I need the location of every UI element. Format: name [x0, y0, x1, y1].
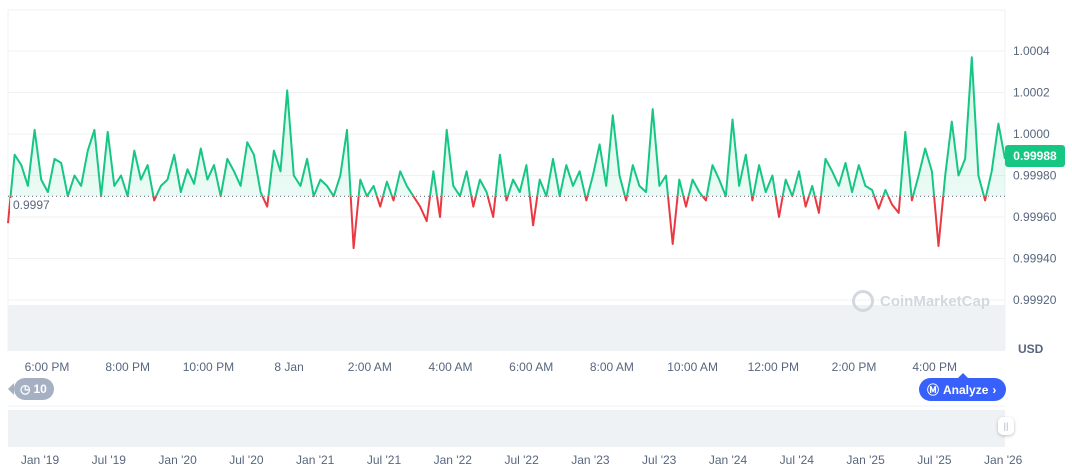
currency-label: USD — [1018, 342, 1044, 356]
x-tick-label: 6:00 AM — [509, 360, 553, 374]
y-tick-label: 1.0004 — [1013, 44, 1050, 58]
navigator-tick-label: Jul '21 — [367, 453, 402, 467]
x-tick-label: 10:00 PM — [183, 360, 234, 374]
navigator-tick-label: Jan '23 — [571, 453, 610, 467]
baseline-label: 0.9997 — [10, 198, 53, 212]
y-tick-label: 0.99940 — [1013, 252, 1057, 266]
navigator-tick-label: Jul '24 — [780, 453, 815, 467]
x-tick-label: 10:00 AM — [667, 360, 718, 374]
price-line-up — [9, 56, 1006, 197]
current-price-tag: 0.99988 — [1005, 145, 1065, 167]
navigator-tick-label: Jan '20 — [158, 453, 197, 467]
watermark-text: CoinMarketCap — [880, 292, 991, 310]
navigator-tick-label: Jan '22 — [434, 453, 473, 467]
navigator-tick-label: Jan '26 — [984, 453, 1023, 467]
navigator-range[interactable] — [8, 410, 1005, 447]
x-tick-label: 6:00 PM — [25, 360, 70, 374]
navigator-tick-label: Jul '19 — [92, 453, 127, 467]
x-tick-label: 8:00 AM — [590, 360, 634, 374]
y-tick-label: 0.99980 — [1013, 169, 1057, 183]
y-tick-label: 1.0002 — [1013, 86, 1050, 100]
navigator-tick-label: Jul '22 — [504, 453, 539, 467]
analyze-logo-icon: Ⓜ — [927, 383, 940, 397]
navigator-tick-label: Jan '21 — [296, 453, 335, 467]
navigator-tick-label: Jan '25 — [846, 453, 885, 467]
x-tick-label: 2:00 PM — [832, 360, 877, 374]
grid-lines — [8, 9, 1005, 301]
navigator-tick-label: Jul '25 — [917, 453, 952, 467]
navigator-tick-label: Jul '20 — [229, 453, 264, 467]
y-tick-label: 0.99920 — [1013, 293, 1057, 307]
price-area-fill — [8, 57, 1005, 197]
history-count: 10 — [33, 382, 47, 396]
analyze-label: Analyze — [943, 382, 989, 397]
volume-area — [8, 305, 1005, 351]
coinmarketcap-logo-icon — [852, 290, 874, 312]
price-line-down — [7, 196, 988, 250]
navigator-tick-label: Jan '19 — [21, 453, 60, 467]
coinmarketcap-watermark: CoinMarketCap — [852, 290, 990, 312]
navigator-tick-label: Jan '24 — [709, 453, 748, 467]
x-tick-label: 2:00 AM — [348, 360, 392, 374]
x-tick-label: 4:00 PM — [912, 360, 957, 374]
x-tick-label: 4:00 AM — [428, 360, 472, 374]
history-button[interactable]: ◷ 10 — [8, 378, 54, 400]
y-tick-label: 1.0000 — [1013, 127, 1050, 141]
y-tick-label: 0.99960 — [1013, 210, 1057, 224]
analyze-button[interactable]: Ⓜ Analyze › — [919, 373, 1007, 401]
history-clock-icon: ◷ — [20, 382, 31, 396]
x-tick-label: 8 Jan — [274, 360, 303, 374]
x-tick-label: 8:00 PM — [105, 360, 150, 374]
navigator-drag-handle[interactable]: || — [998, 417, 1014, 435]
navigator-tick-label: Jul '23 — [642, 453, 677, 467]
x-tick-label: 12:00 PM — [748, 360, 799, 374]
chevron-right-icon: › — [992, 382, 997, 397]
